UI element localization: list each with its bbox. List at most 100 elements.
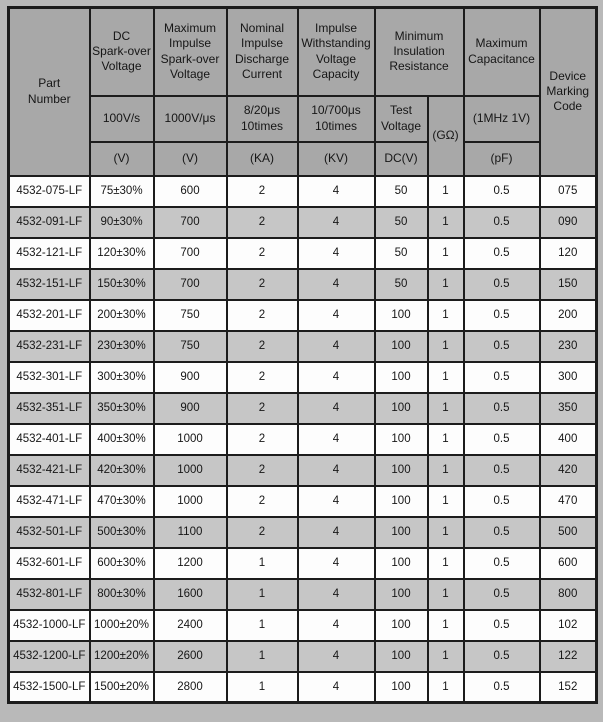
max-impulse-cell: 700 (152, 205, 228, 239)
max-impulse-cell: 700 (152, 267, 228, 301)
discharge-current-cell: 2 (225, 267, 299, 301)
discharge-current-cell: 2 (225, 360, 299, 394)
insulation-resistance-cell: 1 (426, 329, 465, 363)
marking-code-cell: 400 (538, 422, 598, 456)
discharge-current-cell: 2 (225, 391, 299, 425)
dc-sparkover-cell: 800±30% (88, 577, 155, 611)
withstanding-voltage-cell: 4 (296, 515, 376, 549)
test-voltage-cell: 100 (373, 329, 429, 363)
withstanding-voltage-cell: 4 (296, 546, 376, 580)
test-voltage-cell: 100 (373, 422, 429, 456)
marking-code-cell: 800 (538, 577, 598, 611)
withstanding-voltage-cell: 4 (296, 484, 376, 518)
test-voltage-cell: 100 (373, 670, 429, 704)
dc-sparkover-cell: 230±30% (88, 329, 155, 363)
marking-code-cell: 090 (538, 205, 598, 239)
capacitance-cell: 0.5 (462, 236, 541, 270)
marking-code-cell: 300 (538, 360, 598, 394)
test-voltage-cell: 50 (373, 236, 429, 270)
part-number-cell: 4532-1500-LF (7, 670, 91, 704)
withstanding-voltage-cell: 4 (296, 453, 376, 487)
capacitance-cell: 0.5 (462, 422, 541, 456)
header-max-capacitance: Maximum Capacitance (462, 6, 541, 97)
max-impulse-cell: 700 (152, 236, 228, 270)
withstanding-voltage-cell: 4 (296, 329, 376, 363)
part-number-cell: 4532-1200-LF (7, 639, 91, 673)
unit-capacitance: (pF) (462, 140, 541, 177)
table-header: Part Number DC Spark-over Voltage Maximu… (7, 6, 598, 177)
header-dc-sparkover-voltage: DC Spark-over Voltage (88, 6, 155, 97)
part-number-cell: 4532-075-LF (7, 174, 91, 208)
condition-max-impulse: 1000V/μs (152, 94, 228, 143)
max-impulse-cell: 900 (152, 391, 228, 425)
insulation-resistance-cell: 1 (426, 360, 465, 394)
withstanding-voltage-cell: 4 (296, 577, 376, 611)
insulation-resistance-cell: 1 (426, 267, 465, 301)
withstanding-voltage-cell: 4 (296, 608, 376, 642)
discharge-current-cell: 2 (225, 515, 299, 549)
test-voltage-cell: 100 (373, 360, 429, 394)
marking-code-cell: 470 (538, 484, 598, 518)
table-row: 4532-201-LF 200±30% 750 2 4 100 1 0.5 20… (7, 298, 598, 332)
dc-sparkover-cell: 75±30% (88, 174, 155, 208)
discharge-current-cell: 2 (225, 205, 299, 239)
unit-max-impulse: (V) (152, 140, 228, 177)
withstanding-voltage-cell: 4 (296, 205, 376, 239)
table-row: 4532-401-LF 400±30% 1000 2 4 100 1 0.5 4… (7, 422, 598, 456)
header-device-marking-code: Device Marking Code (538, 6, 598, 177)
capacitance-cell: 0.5 (462, 267, 541, 301)
dc-sparkover-cell: 90±30% (88, 205, 155, 239)
insulation-resistance-cell: 1 (426, 577, 465, 611)
capacitance-cell: 0.5 (462, 515, 541, 549)
max-impulse-cell: 750 (152, 298, 228, 332)
part-number-cell: 4532-1000-LF (7, 608, 91, 642)
part-number-cell: 4532-601-LF (7, 546, 91, 580)
capacitance-cell: 0.5 (462, 360, 541, 394)
header-row-titles: Part Number DC Spark-over Voltage Maximu… (7, 6, 598, 177)
header-part-number: Part Number (7, 6, 91, 177)
marking-code-cell: 200 (538, 298, 598, 332)
unit-insulation-resistance: (GΩ) (426, 94, 465, 177)
condition-test-voltage: Test Voltage (373, 94, 429, 143)
dc-sparkover-cell: 350±30% (88, 391, 155, 425)
table-row: 4532-151-LF 150±30% 700 2 4 50 1 0.5 150 (7, 267, 598, 301)
insulation-resistance-cell: 1 (426, 670, 465, 704)
header-max-impulse-sparkover-voltage: Maximum Impulse Spark-over Voltage (152, 6, 228, 97)
capacitance-cell: 0.5 (462, 670, 541, 704)
discharge-current-cell: 1 (225, 639, 299, 673)
table-row: 4532-075-LF 75±30% 600 2 4 50 1 0.5 075 (7, 174, 598, 208)
insulation-resistance-cell: 1 (426, 391, 465, 425)
table-row: 4532-351-LF 350±30% 900 2 4 100 1 0.5 35… (7, 391, 598, 425)
dc-sparkover-cell: 600±30% (88, 546, 155, 580)
part-number-cell: 4532-151-LF (7, 267, 91, 301)
max-impulse-cell: 600 (152, 174, 228, 208)
insulation-resistance-cell: 1 (426, 484, 465, 518)
unit-withstanding: (KV) (296, 140, 376, 177)
max-impulse-cell: 1200 (152, 546, 228, 580)
discharge-current-cell: 1 (225, 608, 299, 642)
insulation-resistance-cell: 1 (426, 608, 465, 642)
capacitance-cell: 0.5 (462, 329, 541, 363)
test-voltage-cell: 100 (373, 577, 429, 611)
dc-sparkover-cell: 1000±20% (88, 608, 155, 642)
max-impulse-cell: 1100 (152, 515, 228, 549)
discharge-current-cell: 2 (225, 422, 299, 456)
marking-code-cell: 122 (538, 639, 598, 673)
marking-code-cell: 075 (538, 174, 598, 208)
part-number-cell: 4532-301-LF (7, 360, 91, 394)
table-body: 4532-075-LF 75±30% 600 2 4 50 1 0.5 075 … (7, 174, 598, 704)
marking-code-cell: 600 (538, 546, 598, 580)
dc-sparkover-cell: 1200±20% (88, 639, 155, 673)
discharge-current-cell: 2 (225, 174, 299, 208)
marking-code-cell: 102 (538, 608, 598, 642)
test-voltage-cell: 100 (373, 639, 429, 673)
insulation-resistance-cell: 1 (426, 205, 465, 239)
withstanding-voltage-cell: 4 (296, 267, 376, 301)
unit-dc-sparkover: (V) (88, 140, 155, 177)
header-impulse-withstanding-voltage-capacity: Impulse Withstanding Voltage Capacity (296, 6, 376, 97)
max-impulse-cell: 2800 (152, 670, 228, 704)
capacitance-cell: 0.5 (462, 608, 541, 642)
marking-code-cell: 152 (538, 670, 598, 704)
capacitance-cell: 0.5 (462, 205, 541, 239)
max-impulse-cell: 2400 (152, 608, 228, 642)
